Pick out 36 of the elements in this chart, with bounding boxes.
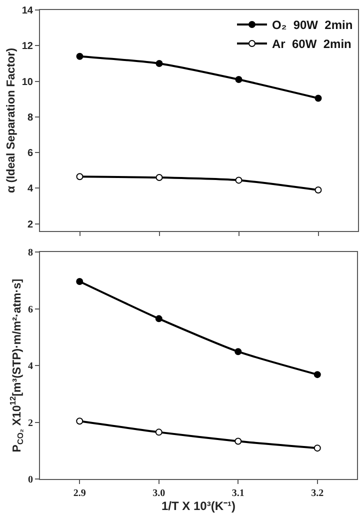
point <box>235 176 242 184</box>
point <box>314 371 321 378</box>
x-tick-label: 3.1 <box>232 488 244 499</box>
y-tick-label: 14 <box>22 6 34 16</box>
point <box>155 428 162 436</box>
point <box>155 315 162 322</box>
y-tick-label: 8 <box>28 248 33 258</box>
x-tick-label: 3.2 <box>311 488 324 499</box>
point <box>314 94 322 102</box>
point <box>235 76 242 84</box>
point <box>156 174 163 182</box>
point <box>314 444 321 452</box>
legend-label: O₂ 90W 2min <box>272 18 353 32</box>
y-tick-label: 2 <box>27 219 34 230</box>
point <box>76 418 84 425</box>
y-tick-label: 2 <box>28 418 33 429</box>
legend-label: Ar 60W 2min <box>272 37 352 52</box>
point <box>76 173 84 180</box>
x-tick-label: 2.9 <box>73 488 86 499</box>
y-axis-title: α (Ideal Separation Factor) <box>5 48 18 194</box>
y-tick-label: 12 <box>22 41 34 52</box>
point <box>314 186 322 194</box>
y-tick-label: 6 <box>28 304 33 316</box>
point <box>234 348 242 356</box>
y-tick-label: 4 <box>28 361 33 372</box>
x-tick-label: 3.0 <box>152 488 166 499</box>
point <box>234 438 242 445</box>
y-tick-label: 10 <box>22 76 34 88</box>
point <box>76 278 84 286</box>
y-tick-label: 8 <box>27 112 34 124</box>
y-tick-label: 6 <box>27 148 34 160</box>
y-tick-label: 0 <box>28 474 33 486</box>
x-axis-title: 1/T X 10³(K⁻¹) <box>161 499 236 513</box>
y-tick-label: 4 <box>27 184 34 195</box>
point <box>76 52 84 60</box>
point <box>156 60 163 67</box>
